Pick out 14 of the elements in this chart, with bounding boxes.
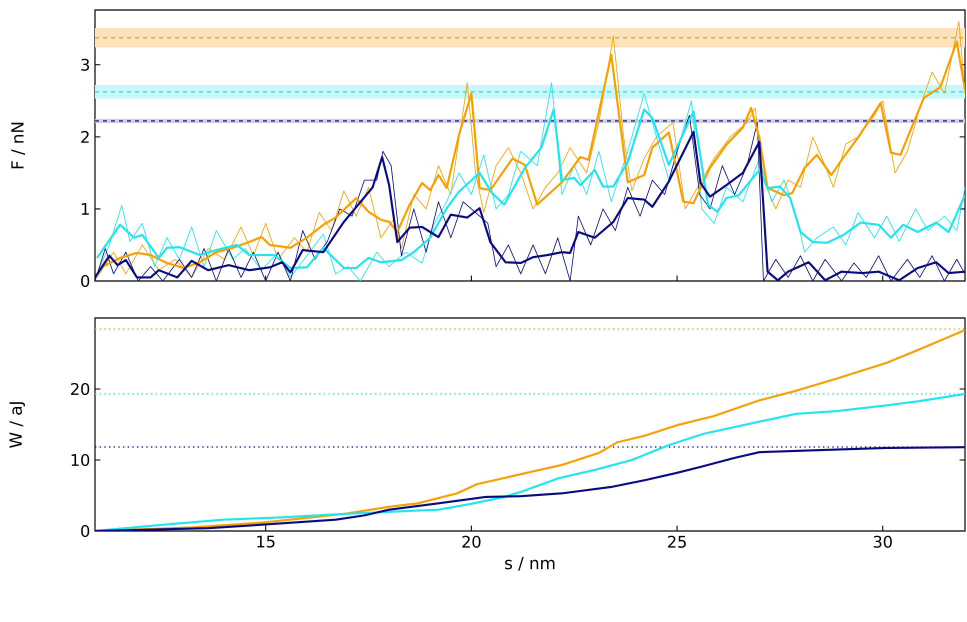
x-tick-label: 20	[462, 536, 480, 548]
x-tick-label: 25	[668, 536, 686, 548]
y-tick-label: 0	[81, 274, 90, 288]
x-tick-label: 30	[874, 536, 892, 548]
y-tick-label: 1	[82, 203, 89, 215]
y-tick-label: 0	[81, 524, 90, 538]
x-tick-label: 15	[257, 536, 274, 548]
y-tick-label: 20	[71, 382, 90, 396]
y-tick-label: 10	[72, 454, 90, 466]
y-tick-label: 2	[81, 130, 89, 143]
y-tick-label: 3	[81, 58, 89, 71]
y-axis-title: W / aJ	[10, 402, 26, 448]
x-axis-title: s / nm	[505, 556, 554, 571]
y-axis-title: F / nN	[11, 122, 26, 168]
